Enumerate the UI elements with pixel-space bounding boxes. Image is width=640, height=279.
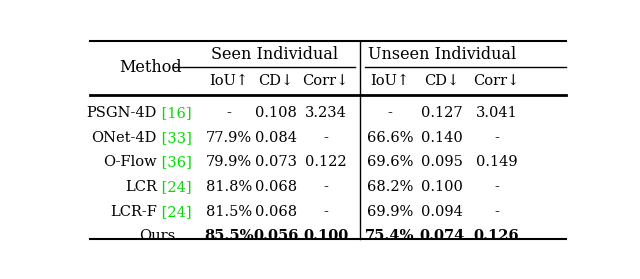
Text: PSGN-4D: PSGN-4D xyxy=(86,106,157,120)
Text: 79.9%: 79.9% xyxy=(205,155,252,169)
Text: IoU↑: IoU↑ xyxy=(209,74,248,88)
Text: 0.140: 0.140 xyxy=(421,131,463,145)
Text: -: - xyxy=(388,106,392,120)
Text: 0.127: 0.127 xyxy=(421,106,463,120)
Text: Corr↓: Corr↓ xyxy=(302,74,349,88)
Text: 81.8%: 81.8% xyxy=(205,180,252,194)
Text: 0.108: 0.108 xyxy=(255,106,297,120)
Text: Corr↓: Corr↓ xyxy=(474,74,520,88)
Text: 0.068: 0.068 xyxy=(255,205,297,219)
Text: 3.041: 3.041 xyxy=(476,106,518,120)
Text: 81.5%: 81.5% xyxy=(205,205,252,219)
Text: -: - xyxy=(323,131,328,145)
Text: CD↓: CD↓ xyxy=(424,74,460,88)
Text: ONet-4D: ONet-4D xyxy=(92,131,157,145)
Text: 69.9%: 69.9% xyxy=(367,205,413,219)
Text: -: - xyxy=(323,205,328,219)
Text: [36]: [36] xyxy=(157,155,192,169)
Text: 77.9%: 77.9% xyxy=(205,131,252,145)
Text: 0.095: 0.095 xyxy=(421,155,463,169)
Text: 0.100: 0.100 xyxy=(421,180,463,194)
Text: 0.100: 0.100 xyxy=(303,230,348,244)
Text: LCR-F: LCR-F xyxy=(110,205,157,219)
Text: LCR: LCR xyxy=(125,180,157,194)
Text: 0.056: 0.056 xyxy=(253,230,299,244)
Text: -: - xyxy=(494,131,499,145)
Text: Ours: Ours xyxy=(139,230,175,244)
Text: 0.074: 0.074 xyxy=(419,230,465,244)
Text: 0.073: 0.073 xyxy=(255,155,297,169)
Text: [24]: [24] xyxy=(157,180,191,194)
Text: -: - xyxy=(494,180,499,194)
Text: 0.094: 0.094 xyxy=(421,205,463,219)
Text: 66.6%: 66.6% xyxy=(367,131,413,145)
Text: 3.234: 3.234 xyxy=(305,106,346,120)
Text: 85.5%: 85.5% xyxy=(204,230,253,244)
Text: -: - xyxy=(227,106,231,120)
Text: 0.149: 0.149 xyxy=(476,155,518,169)
Text: 68.2%: 68.2% xyxy=(367,180,413,194)
Text: 69.6%: 69.6% xyxy=(367,155,413,169)
Text: [24]: [24] xyxy=(157,205,191,219)
Text: 0.084: 0.084 xyxy=(255,131,297,145)
Text: Method: Method xyxy=(120,59,182,76)
Text: O-Flow: O-Flow xyxy=(103,155,157,169)
Text: 0.068: 0.068 xyxy=(255,180,297,194)
Text: 75.4%: 75.4% xyxy=(365,230,415,244)
Text: Unseen Individual: Unseen Individual xyxy=(368,47,516,63)
Text: 0.126: 0.126 xyxy=(474,230,520,244)
Text: [16]: [16] xyxy=(157,106,191,120)
Text: IoU↑: IoU↑ xyxy=(371,74,410,88)
Text: -: - xyxy=(494,205,499,219)
Text: 0.122: 0.122 xyxy=(305,155,346,169)
Text: -: - xyxy=(323,180,328,194)
Text: Seen Individual: Seen Individual xyxy=(211,47,339,63)
Text: [33]: [33] xyxy=(157,131,192,145)
Text: CD↓: CD↓ xyxy=(259,74,294,88)
